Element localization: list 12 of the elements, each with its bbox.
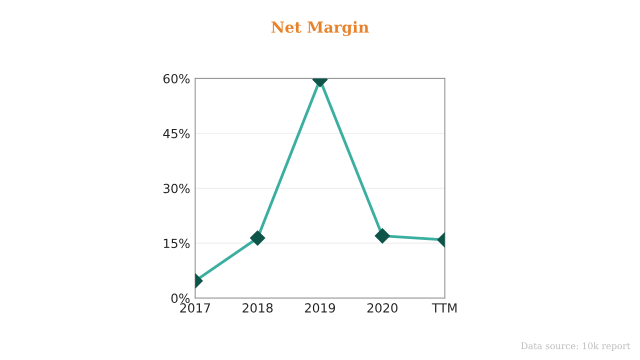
y-tick-label: 60% (163, 74, 190, 84)
y-tick-label: 30% (164, 184, 190, 194)
x-tick-label: 2018 (242, 303, 273, 313)
x-tick-label: TTM (432, 303, 456, 312)
y-tick-label: 0% (171, 294, 190, 304)
x-tick-label: 2017 (180, 303, 210, 313)
y-tick-label: 45% (163, 128, 190, 138)
x-tick-label: 2019 (305, 303, 336, 313)
x-tick-label: 2020 (367, 303, 398, 313)
chart-title: Net Margin (271, 21, 369, 36)
y-tick-label: 15% (164, 238, 190, 248)
source-note: Data source: 10k report (521, 342, 630, 351)
